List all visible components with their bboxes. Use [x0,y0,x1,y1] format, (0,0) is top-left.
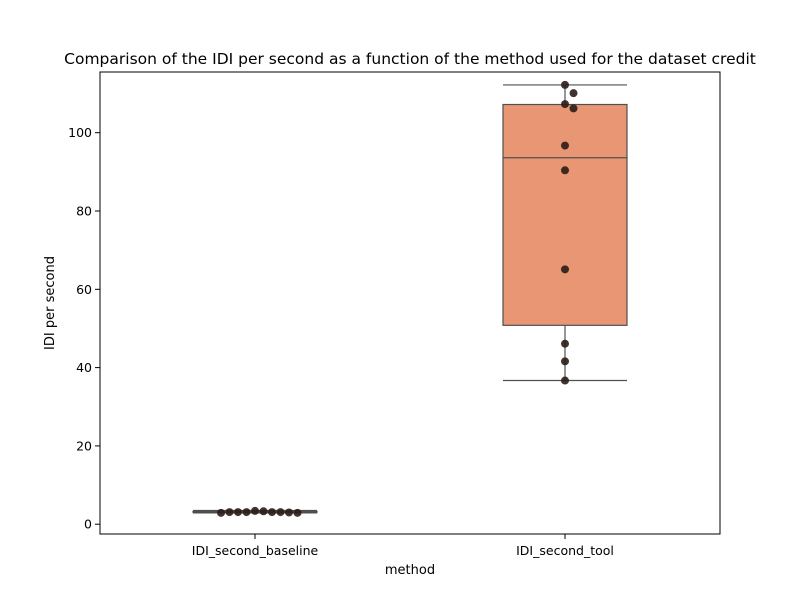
y-tick-label: 100 [68,125,92,140]
data-point [276,508,285,517]
points-IDI_second_tool [561,80,578,385]
points-IDI_second_baseline [217,506,302,517]
data-point [561,376,569,385]
data-point [561,141,569,150]
data-point [569,104,578,113]
box-body [502,103,628,326]
data-point [561,166,569,175]
data-point [259,507,268,516]
data-point [561,339,569,348]
data-point [561,100,569,109]
data-point [234,508,242,517]
x-axis-label: method [385,563,435,578]
data-point [217,508,225,517]
y-axis: 0 20 40 60 80 100 [68,125,100,532]
data-point [569,89,578,98]
y-tick-label: 0 [84,517,92,532]
y-tick-label: 60 [76,282,92,297]
plot-frame [99,71,721,535]
x-tick-label: IDI_second_tool [516,543,614,558]
data-point [561,357,569,366]
y-tick-label: 20 [76,438,92,453]
data-point [242,508,251,517]
y-tick-label: 40 [76,360,92,375]
x-tick-label: IDI_second_baseline [192,543,319,558]
y-tick-label: 80 [76,203,92,218]
data-point [561,80,569,89]
box-IDI_second_tool [502,84,628,382]
chart-title: Comparison of the IDI per second as a fu… [64,50,756,68]
data-point [268,508,276,517]
data-point [561,265,569,274]
data-point [285,508,293,517]
data-point [251,506,259,515]
x-axis: IDI_second_baseline IDI_second_tool [192,534,614,558]
y-axis-label: IDI per second [43,256,58,350]
plot-area [192,80,628,517]
data-point [293,508,302,517]
data-point [225,508,234,517]
